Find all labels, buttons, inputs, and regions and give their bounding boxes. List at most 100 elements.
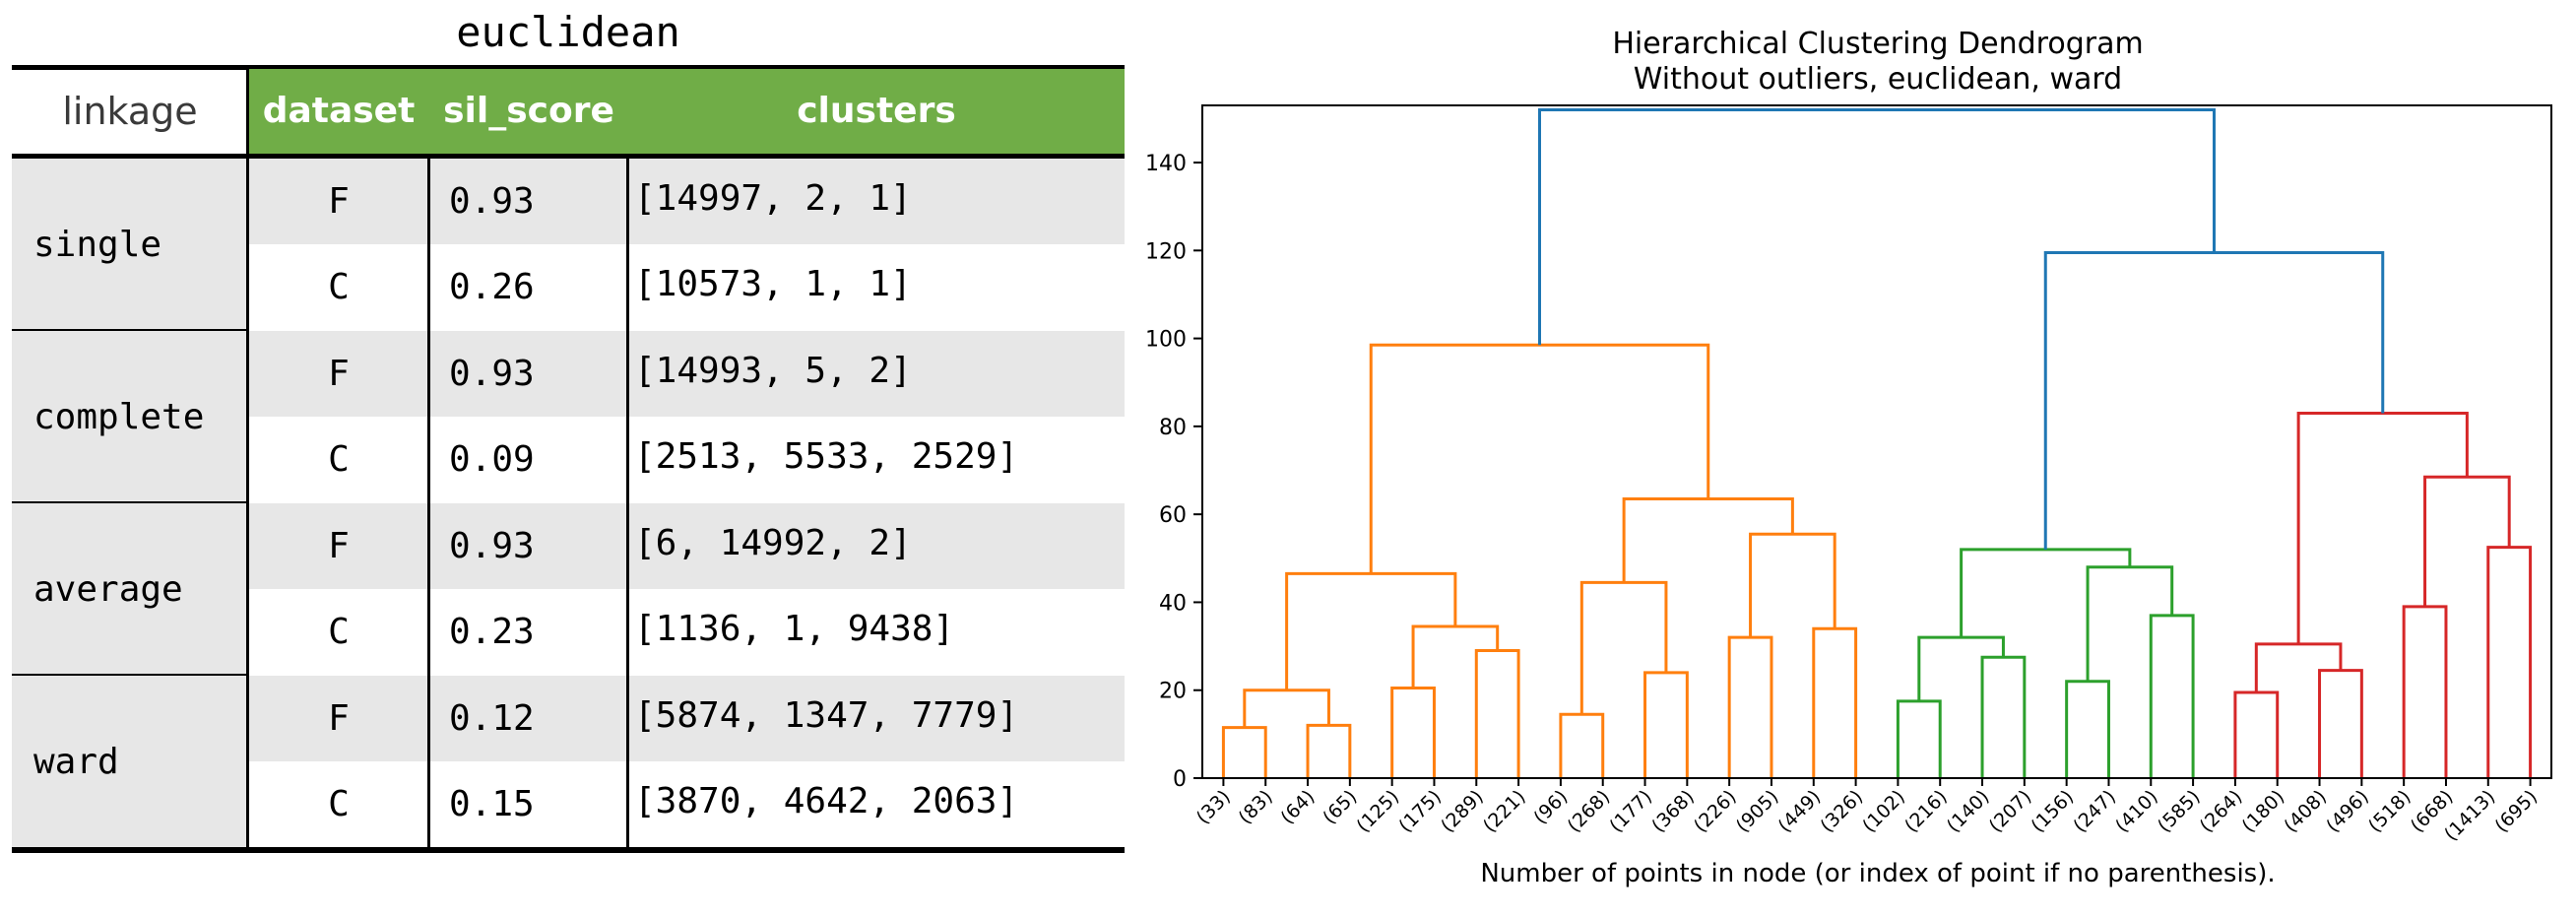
cell-clusters: [14997, 2, 1] [634,178,912,219]
x-axis: (33) (83) (64) (65)(125)(175)(289)(221) (96)… [1192,778,2542,845]
dendrogram-link [1896,699,1942,778]
leaf-label: (177) [1605,786,1656,837]
group-separator [12,329,248,331]
dendrogram-link [1559,712,1605,778]
header-sil-score: sil_score [443,91,614,131]
dendrogram-chart: Hierarchical Clustering Dendrogram Witho… [1145,27,2552,888]
table-top-rule [12,65,1125,70]
leaf-label: (247) [2069,786,2120,837]
dendrogram-link [2296,411,2469,644]
dendrogram-link [1369,343,1710,574]
y-tick-label: 20 [1159,680,1187,704]
dendrogram-link [1727,635,1773,778]
cell-sil-score: 0.12 [449,698,535,739]
dendrogram-link [2254,642,2343,692]
linkage-table: linkage dataset sil_score clusters singl… [12,65,1125,853]
row-band [12,589,248,675]
dendrogram-link [1306,723,1352,778]
cell-clusters: [1136, 1, 9438] [634,609,955,649]
y-tick-label: 0 [1173,767,1187,792]
dendrogram-link [1579,580,1668,715]
row-band [12,417,248,502]
cell-sil-score: 0.93 [449,181,535,222]
cell-clusters: [6, 14992, 2] [634,523,912,563]
cell-dataset: F [328,181,350,222]
linkage-complete: complete [33,397,205,437]
leaf-label: (408) [2280,786,2331,837]
leaf-label: (326) [1816,786,1867,837]
dendrogram-link [2318,669,2363,778]
linkage-ward: ward [33,742,119,782]
cell-dataset: F [328,354,350,394]
dendrogram-link [1474,649,1520,778]
linkage-single: single [33,225,162,265]
dendrogram-link [1390,686,1436,778]
leaf-label: (496) [2322,786,2373,837]
leaf-label: (140) [1943,786,1994,837]
dendrogram-link [2086,565,2174,682]
leaf-label: (585) [2154,786,2205,837]
y-tick-label: 120 [1145,239,1187,264]
row-band [12,331,1125,417]
leaf-label: (410) [2111,786,2162,837]
leaf-label: (368) [1647,786,1699,837]
leaf-label: (83) [1235,786,1277,828]
dendrogram-link [1411,624,1500,688]
cell-dataset: C [328,439,350,480]
dendrogram-link [2149,614,2195,778]
x-axis-label: Number of points in node (or index of po… [1480,859,2275,888]
cell-dataset: C [328,612,350,652]
leaf-label: (125) [1353,786,1404,837]
dendrogram-link [2423,475,2511,607]
leaf-label: (33) [1192,786,1235,828]
dendrogram-link [1812,626,1858,778]
dendrogram-link [1538,107,2216,346]
dendrogram-link [1643,671,1689,778]
header-clusters: clusters [797,91,956,131]
cell-sil-score: 0.23 [449,612,535,652]
cell-sil-score: 0.26 [449,267,535,307]
dendrogram-link [1749,532,1836,638]
dendrogram-link [1960,548,2132,638]
leaf-label: (180) [2238,786,2289,837]
leaf-label: (216) [1900,786,1952,837]
column-divider [246,65,249,847]
group-separator [12,501,248,503]
leaf-label: (156) [2028,786,2079,837]
column-divider [427,159,430,847]
leaf-label: (264) [2196,786,2247,837]
leaf-label: (226) [1690,786,1741,837]
leaf-label: (175) [1394,786,1446,837]
y-axis: 0 20 40 60 80 100 120 140 [1145,152,1202,792]
y-tick-label: 80 [1159,416,1187,440]
chart-subtitle: Without outliers, euclidean, ward [1634,62,2122,97]
cell-clusters: [5874, 1347, 7779] [634,695,1019,736]
row-band [12,503,1125,589]
cell-dataset: F [328,698,350,739]
cell-dataset: C [328,267,350,307]
row-band [12,244,248,330]
dendrogram-link [2486,546,2533,778]
header-bottom-rule [12,154,1125,159]
y-tick-label: 40 [1159,591,1187,616]
leaf-label: (449) [1774,786,1826,837]
header-dataset: dataset [262,91,416,131]
leaf-label: (221) [1479,786,1530,837]
leaf-label: (518) [2364,786,2415,837]
dendrogram-link [2402,605,2448,778]
leaf-label: (289) [1437,786,1488,837]
leaf-label: (905) [1732,786,1783,837]
dendrogram-link [1285,571,1457,690]
group-separator [12,674,248,676]
table-title: euclidean [456,8,680,56]
row-band [12,159,1125,244]
row-band [12,676,1125,761]
cell-clusters: [14993, 5, 2] [634,351,912,391]
cell-sil-score: 0.93 [449,354,535,394]
dendrogram-link [2233,690,2280,778]
dendrogram-link [1622,497,1794,583]
cell-sil-score: 0.09 [449,439,535,480]
dendrogram-link [1917,635,2005,701]
y-tick-label: 60 [1159,503,1187,528]
leaf-label: (207) [1985,786,2036,837]
